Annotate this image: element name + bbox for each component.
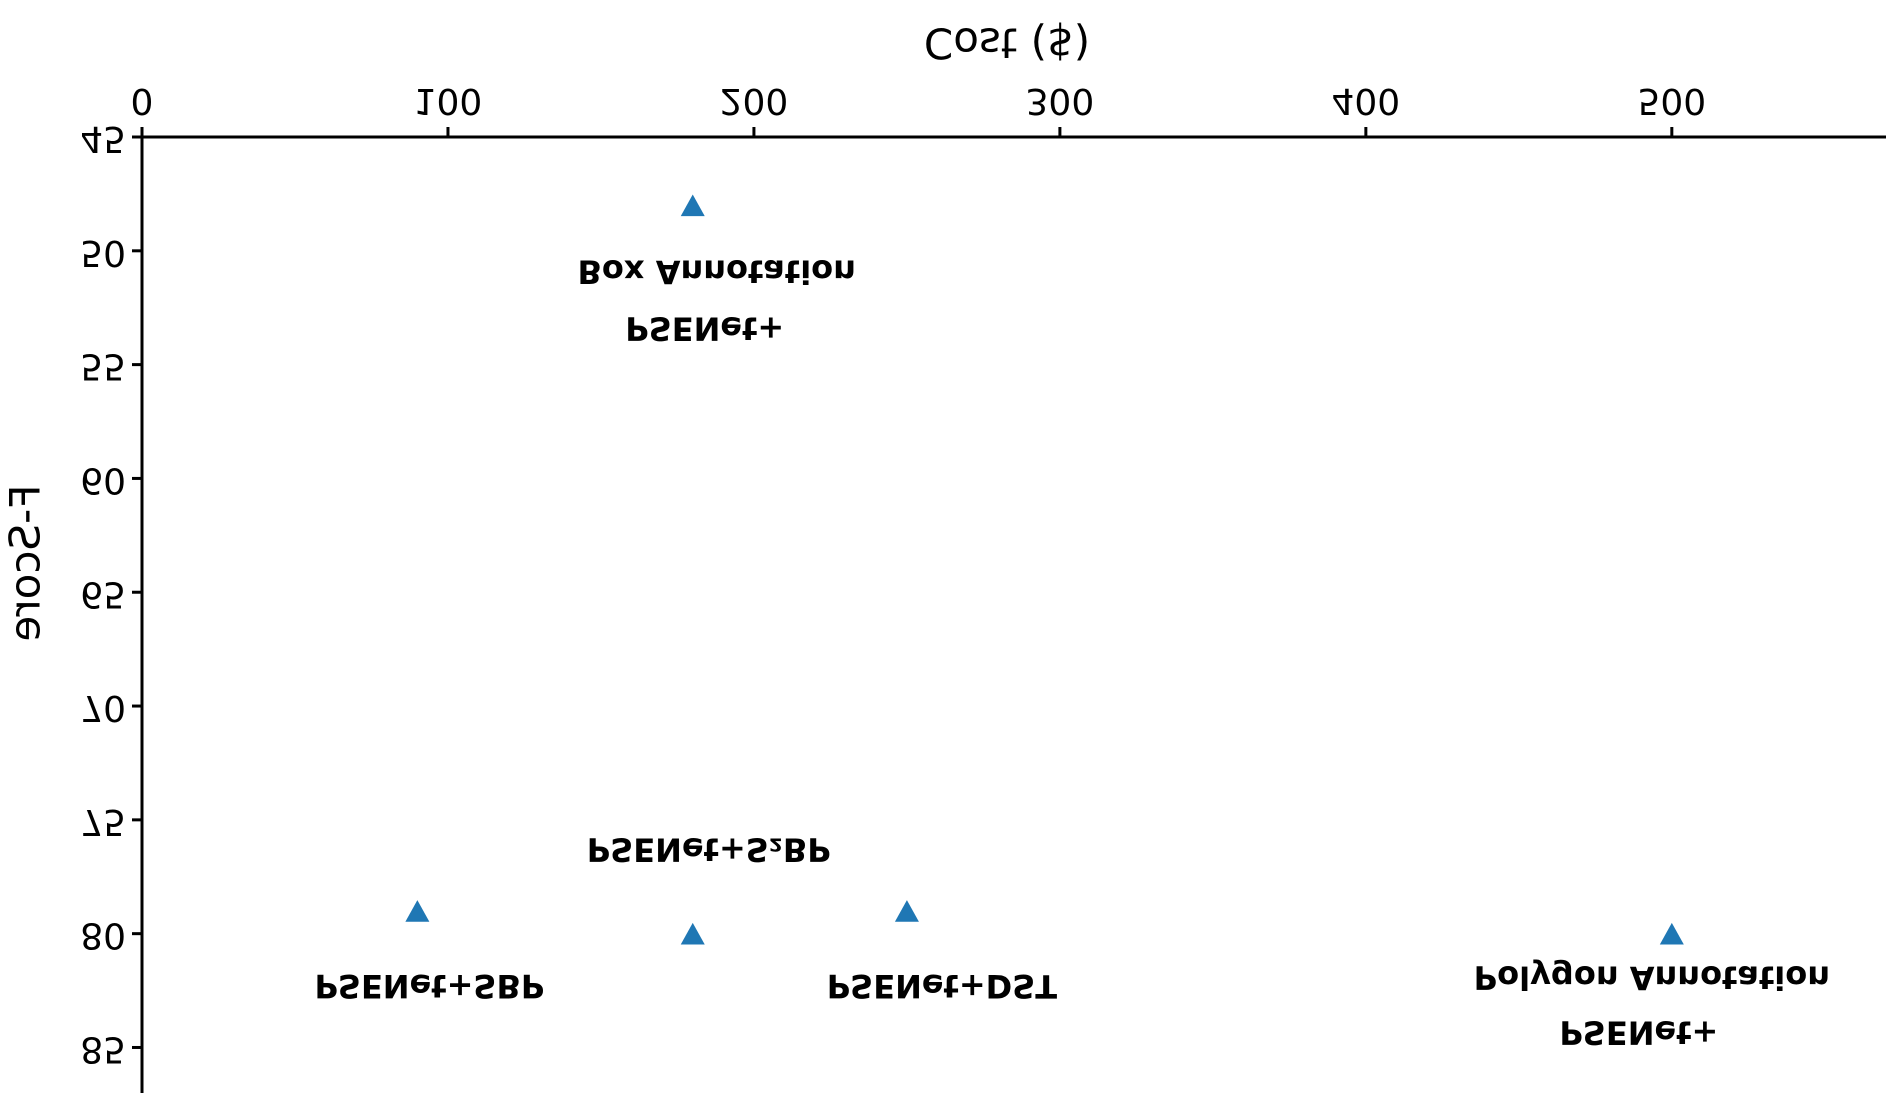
point-label: PSENet+S₂BP <box>587 831 831 869</box>
y-axis-label: F-Score <box>1 485 50 642</box>
y-tick-label: 75 <box>80 801 126 842</box>
x-tick-label: 500 <box>1637 80 1706 121</box>
x-axis-label: Cost ($) <box>924 19 1090 68</box>
point-label: PSENet+SBP <box>314 967 544 1005</box>
point-label: Box Annotation <box>578 252 856 290</box>
x-tick-label: 300 <box>1026 80 1095 121</box>
y-tick-label: 65 <box>80 573 126 614</box>
y-tick-label: 60 <box>80 459 126 500</box>
point-label: PSENet+ <box>625 309 784 347</box>
point-label: PSENet+ <box>1559 1014 1718 1052</box>
y-tick-label: 50 <box>80 232 126 273</box>
marker <box>680 194 705 217</box>
marker <box>405 900 430 922</box>
marker <box>894 900 919 922</box>
x-tick-label: 0 <box>131 80 154 121</box>
point-label: Polygon Annotation <box>1474 959 1830 997</box>
y-tick-label: 45 <box>80 118 126 159</box>
y-tick-label: 80 <box>80 915 126 956</box>
y-tick-label: 70 <box>80 687 126 728</box>
y-tick-label: 85 <box>80 1028 126 1069</box>
x-tick-label: 400 <box>1332 80 1401 121</box>
y-tick-label: 55 <box>80 346 126 387</box>
x-tick-label: 200 <box>720 80 789 121</box>
marker <box>1659 922 1684 945</box>
x-tick-label: 100 <box>414 80 483 121</box>
marker <box>680 922 705 945</box>
point-label: PSENet+DST <box>827 967 1058 1005</box>
